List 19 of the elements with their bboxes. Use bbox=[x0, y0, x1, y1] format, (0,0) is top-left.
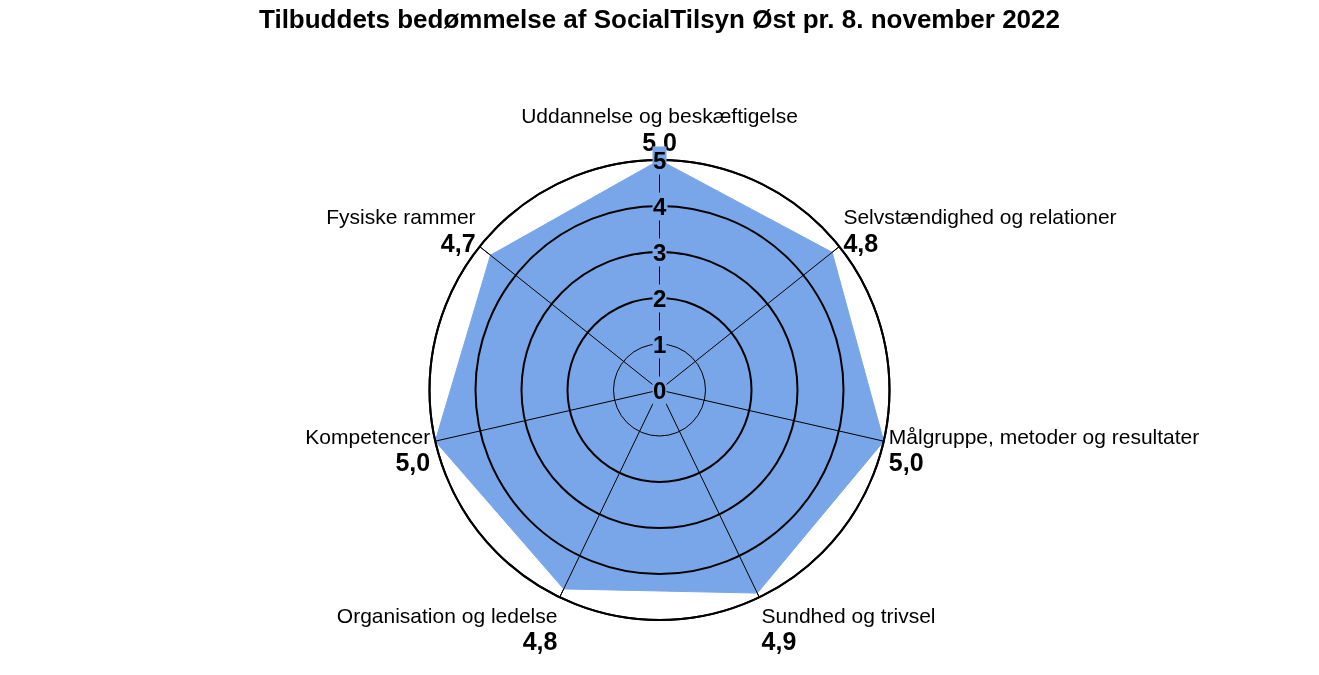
data-label: 4,8 bbox=[843, 228, 879, 257]
y-tick-label: 2 bbox=[653, 285, 667, 312]
spoke-label: Sundhed og trivsel bbox=[761, 603, 936, 627]
y-tick-label: 4 bbox=[653, 193, 667, 220]
data-label: 4,9 bbox=[761, 626, 797, 655]
spoke-label: Kompetencer bbox=[305, 424, 431, 448]
spoke-label: Selvstændighed og relationer bbox=[843, 205, 1117, 229]
spoke-label: Uddannelse og beskæftigelse bbox=[521, 104, 798, 128]
data-label: 5,0 bbox=[888, 447, 924, 476]
y-tick-label: 0 bbox=[653, 377, 667, 404]
data-label: 4,8 bbox=[522, 626, 558, 655]
spoke-label: Målgruppe, metoder og resultater bbox=[888, 424, 1200, 448]
spoke-label: Fysiske rammer bbox=[326, 205, 476, 229]
data-label: 4,7 bbox=[440, 228, 476, 257]
chart-title: Tilbuddets bedømmelse af SocialTilsyn Øst pr. 8. november 2022 bbox=[259, 4, 1060, 35]
y-tick-label: 3 bbox=[653, 239, 667, 266]
spoke-label: Organisation og ledelse bbox=[336, 603, 558, 627]
data-label: 5,0 bbox=[395, 447, 431, 476]
y-tick-label: 1 bbox=[653, 331, 667, 358]
